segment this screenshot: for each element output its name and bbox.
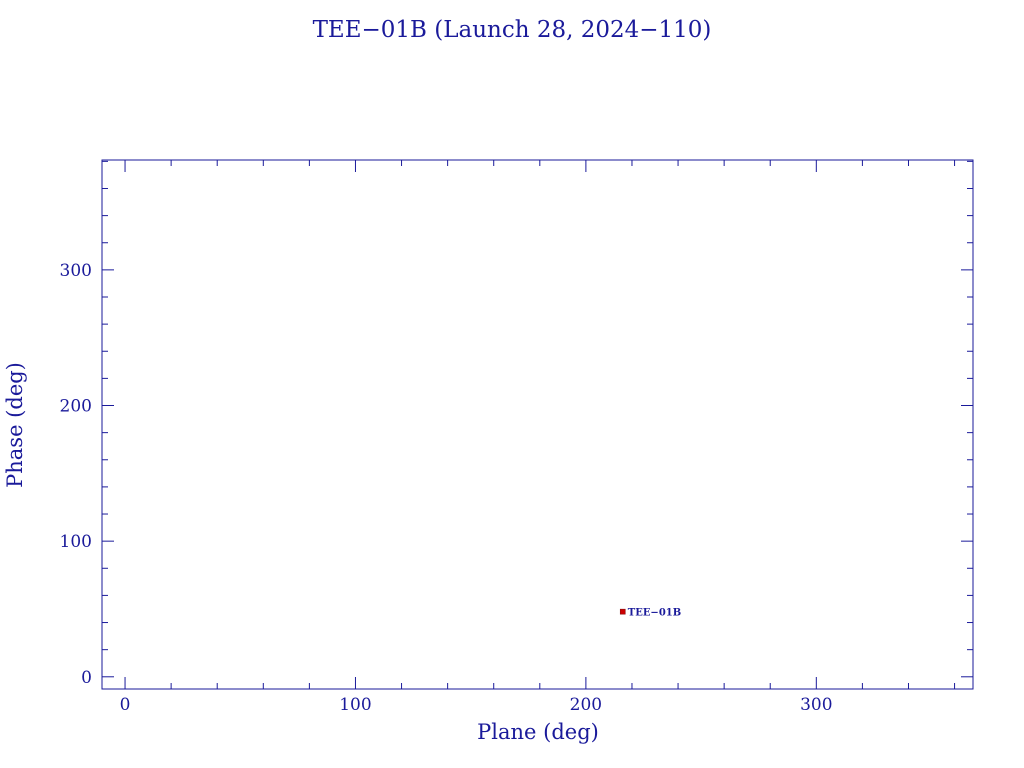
- data-point-marker: [619, 608, 626, 615]
- tick-marks: [102, 160, 973, 689]
- y-tick-label: 100: [60, 532, 92, 552]
- y-tick-labels: 0 100 200 300: [60, 261, 92, 688]
- y-axis-label: Phase (deg): [3, 362, 27, 488]
- x-tick-labels: 0 100 200 300: [120, 695, 833, 715]
- x-tick-label: 200: [570, 695, 602, 715]
- x-tick-label: 300: [800, 695, 832, 715]
- x-tick-label: 0: [120, 695, 131, 715]
- y-tick-label: 0: [81, 668, 92, 688]
- y-tick-label: 200: [60, 397, 92, 417]
- data-point-label: TEE−01B: [628, 608, 681, 619]
- plot-frame: [101, 159, 974, 690]
- data-points: TEE−01B: [619, 608, 681, 619]
- x-axis-label: Plane (deg): [477, 720, 599, 744]
- chart-title: TEE−01B (Launch 28, 2024−110): [313, 17, 712, 43]
- y-tick-label: 300: [60, 261, 92, 281]
- x-tick-label: 100: [339, 695, 371, 715]
